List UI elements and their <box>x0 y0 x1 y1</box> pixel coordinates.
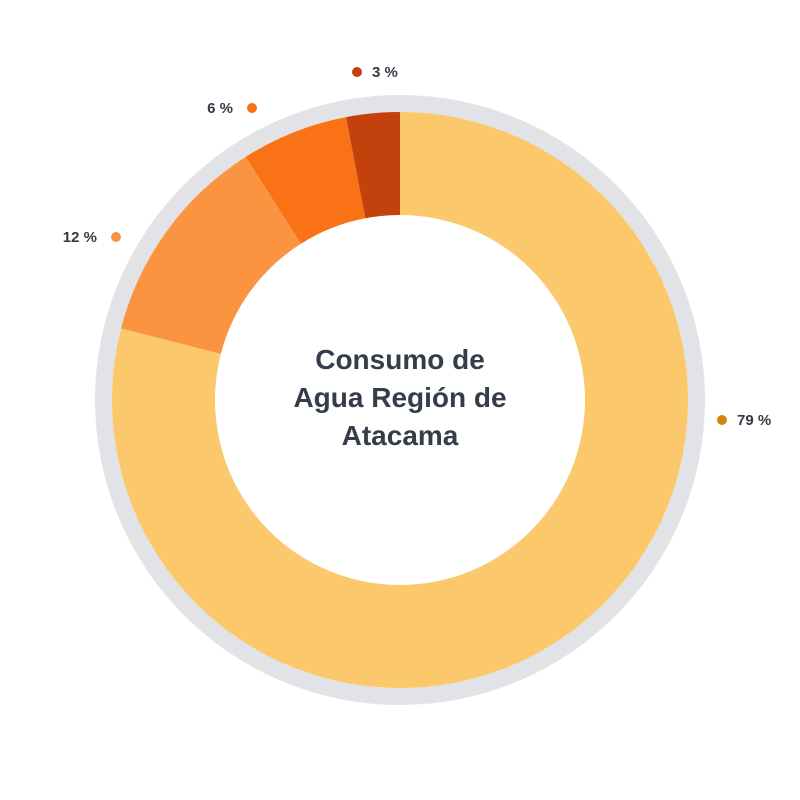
label-dot <box>717 415 727 425</box>
donut-segment <box>245 117 366 244</box>
value-label: 79 % <box>737 412 771 429</box>
value-label: 12 % <box>63 229 97 246</box>
value-label: 6 % <box>207 100 233 117</box>
donut-segment <box>111 112 688 688</box>
label-dot <box>352 67 362 77</box>
segments <box>111 112 688 688</box>
chart-title: Consumo de Agua Región de Atacama <box>293 344 506 451</box>
label-dot <box>111 232 121 242</box>
value-label: 3 % <box>372 64 398 81</box>
donut-segment <box>121 156 301 354</box>
donut-segment <box>346 112 400 219</box>
label-dot <box>247 103 257 113</box>
